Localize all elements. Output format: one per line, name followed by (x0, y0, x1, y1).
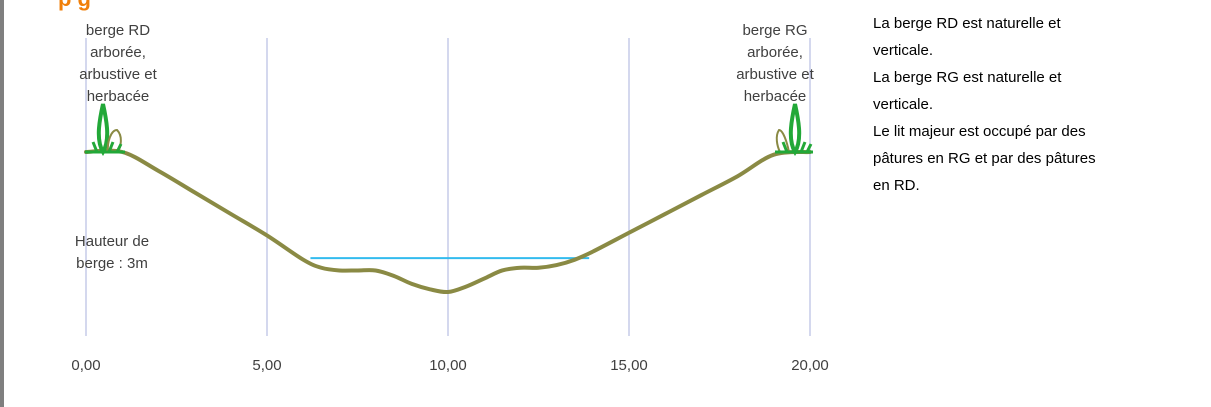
x-tick-label: 10,00 (429, 357, 467, 374)
river-profile-chart: 0,00 5,00 10,00 15,00 20,00 berge RD arborée,… (71, 22, 828, 374)
description-text: La berge RD est naturelle et verticale. … (873, 10, 1173, 199)
x-tick-label: 5,00 (252, 357, 281, 374)
vegetation-rd (85, 103, 125, 156)
x-tick-labels: 0,00 5,00 10,00 15,00 20,00 (71, 357, 828, 374)
grid-lines (85, 38, 811, 336)
left-border (0, 0, 4, 407)
annotation-line: herbacée (744, 88, 807, 105)
description-line: verticale. (873, 42, 934, 59)
annotation-line: herbacée (87, 88, 150, 105)
description-line: Le lit majeur est occupé par des (873, 123, 1086, 140)
riverbed-profile-line (84, 148, 812, 295)
annotation-line: arborée, (90, 44, 146, 61)
description-line: pâtures en RG et par des pâtures (873, 150, 1096, 167)
section-title: p g (58, 0, 91, 12)
annotation-line: arbustive et (79, 66, 157, 83)
rd-bank-annotation: berge RD arborée, arbustive et herbacée (79, 22, 157, 105)
grass-icon (775, 141, 813, 154)
annotation-line: berge : 3m (76, 255, 148, 272)
height-annotation: Hauteur de berge : 3m (75, 233, 149, 272)
annotation-line: Hauteur de (75, 233, 149, 250)
description-line: verticale. (873, 96, 934, 113)
description-line: en RD. (873, 177, 920, 194)
grass-icon (85, 141, 125, 154)
x-tick-label: 20,00 (791, 357, 829, 374)
tree-icon (788, 103, 802, 156)
annotation-line: berge RG (742, 22, 807, 39)
tree-icon (96, 103, 110, 156)
annotation-line: arborée, (747, 44, 803, 61)
description-line: La berge RD est naturelle et (873, 15, 1061, 32)
x-tick-label: 0,00 (71, 357, 100, 374)
vegetation-rg (775, 103, 813, 156)
rg-bank-annotation: berge RG arborée, arbustive et herbacée (736, 22, 814, 105)
description-line: La berge RG est naturelle et (873, 69, 1062, 86)
x-tick-label: 15,00 (610, 357, 648, 374)
annotation-line: berge RD (86, 22, 150, 39)
annotation-line: arbustive et (736, 66, 814, 83)
shrub-icon (775, 128, 790, 153)
